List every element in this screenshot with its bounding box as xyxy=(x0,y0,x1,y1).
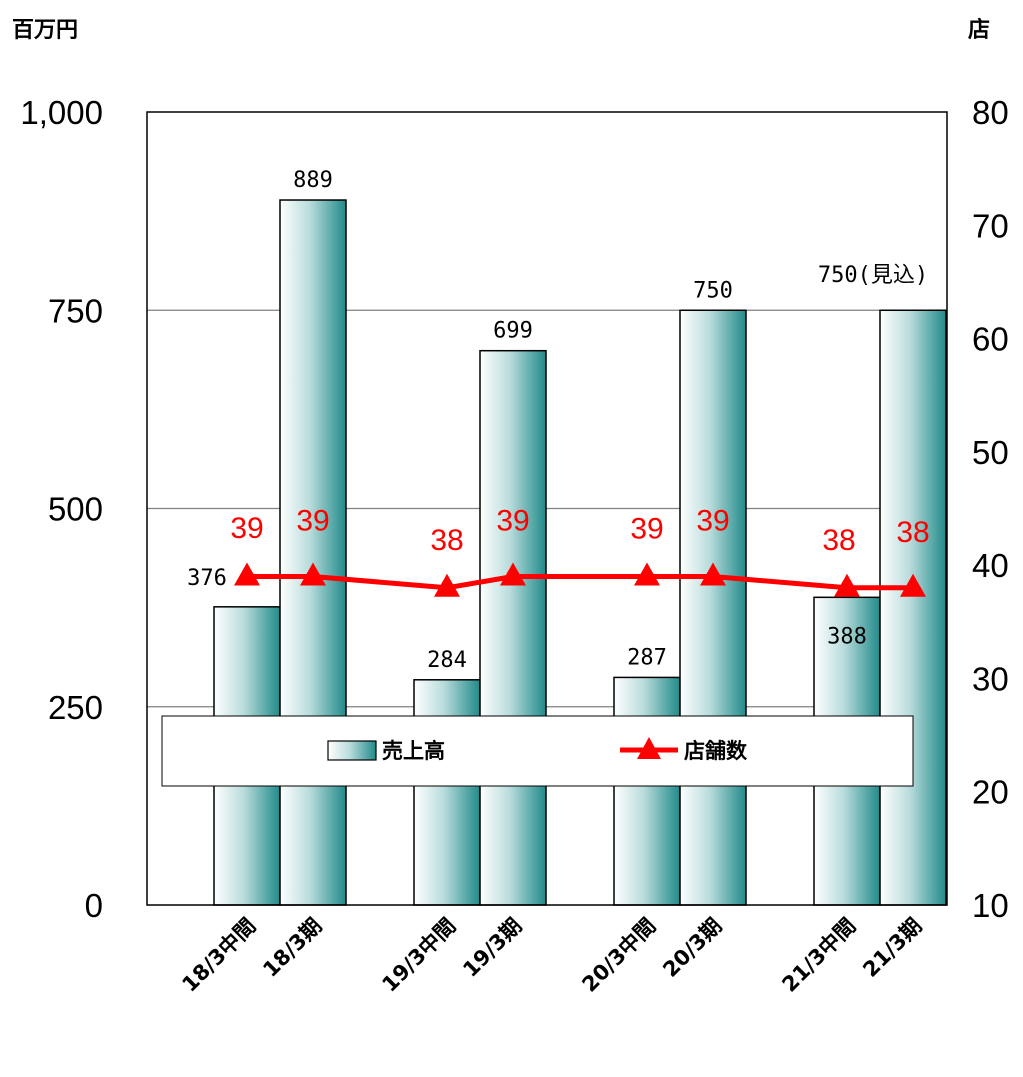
category-label: 19/3期 xyxy=(458,914,526,982)
store-count-line xyxy=(234,562,926,597)
left-unit-label: 百万円 xyxy=(12,18,78,43)
right-axis-ticks: 10 20 30 40 50 60 70 80 xyxy=(972,94,1009,924)
bar-value-label: 287 xyxy=(627,645,667,670)
right-tick-label: 60 xyxy=(972,321,1009,358)
legend-bar-swatch xyxy=(327,740,377,761)
category-label: 21/3期 xyxy=(858,914,926,982)
category-label: 18/3中間 xyxy=(177,914,260,997)
line-value-label: 39 xyxy=(696,504,729,537)
legend-triangle-icon xyxy=(637,737,661,759)
line-value-label: 39 xyxy=(230,512,263,545)
bar-value-label: 750(見込) xyxy=(818,263,928,288)
line-value-labels: 39 39 38 39 39 39 38 38 xyxy=(230,504,929,556)
bar-6 xyxy=(679,309,747,906)
plot-frame xyxy=(146,111,948,906)
line-value-label: 38 xyxy=(430,524,463,557)
triangle-marker-icon xyxy=(234,562,260,586)
legend-line-label: 店舗数 xyxy=(684,739,748,763)
category-label: 19/3中間 xyxy=(377,914,460,997)
category-label: 20/3中間 xyxy=(577,914,660,997)
triangle-marker-icon xyxy=(634,562,660,586)
legend-bar-label: 売上高 xyxy=(382,739,445,763)
legend-box xyxy=(161,715,914,787)
right-tick-label: 50 xyxy=(972,434,1009,471)
bar-value-label: 376 xyxy=(187,566,227,591)
left-tick-label: 250 xyxy=(48,689,103,726)
category-label: 21/3中間 xyxy=(777,914,860,997)
bar-3 xyxy=(413,679,481,906)
bar-value-label: 889 xyxy=(293,168,333,193)
right-tick-label: 30 xyxy=(972,660,1009,697)
left-tick-label: 750 xyxy=(48,292,103,329)
left-tick-label: 500 xyxy=(48,491,103,528)
bar-4 xyxy=(479,349,547,906)
line-value-label: 39 xyxy=(630,512,663,545)
triangle-marker-icon xyxy=(900,573,926,597)
bar-value-label: 750 xyxy=(693,278,733,303)
bar-value-label: 284 xyxy=(427,648,467,673)
triangle-marker-icon xyxy=(434,573,460,597)
bar-value-label: 388 xyxy=(827,624,867,649)
bar-5 xyxy=(613,676,681,906)
legend: 売上高 店舗数 xyxy=(161,715,914,787)
left-axis-ticks: 0 250 500 750 1,000 xyxy=(20,94,103,924)
left-tick-label: 0 xyxy=(85,887,103,924)
category-label: 18/3期 xyxy=(258,914,326,982)
bar-2 xyxy=(279,199,347,906)
right-tick-label: 20 xyxy=(972,774,1009,811)
line-value-label: 39 xyxy=(296,504,329,537)
triangle-marker-icon xyxy=(700,562,726,586)
line-value-label: 39 xyxy=(496,504,529,537)
bar-value-label: 699 xyxy=(493,319,533,344)
triangle-marker-icon xyxy=(834,573,860,597)
line-value-label: 38 xyxy=(822,524,855,557)
right-tick-label: 80 xyxy=(972,94,1009,131)
line-value-label: 38 xyxy=(896,516,929,549)
left-tick-label: 1,000 xyxy=(20,94,103,131)
triangle-marker-icon xyxy=(500,562,526,586)
right-tick-label: 70 xyxy=(972,207,1009,244)
bar-8 xyxy=(879,309,947,906)
right-tick-label: 10 xyxy=(972,887,1009,924)
right-tick-label: 40 xyxy=(972,547,1009,584)
right-unit-label: 店 xyxy=(968,18,990,43)
triangle-marker-icon xyxy=(300,562,326,586)
bar-value-labels: 376 889 284 699 287 750 388 750(見込) xyxy=(187,168,928,673)
category-label: 20/3期 xyxy=(658,914,726,982)
store-count-polyline xyxy=(247,573,913,591)
